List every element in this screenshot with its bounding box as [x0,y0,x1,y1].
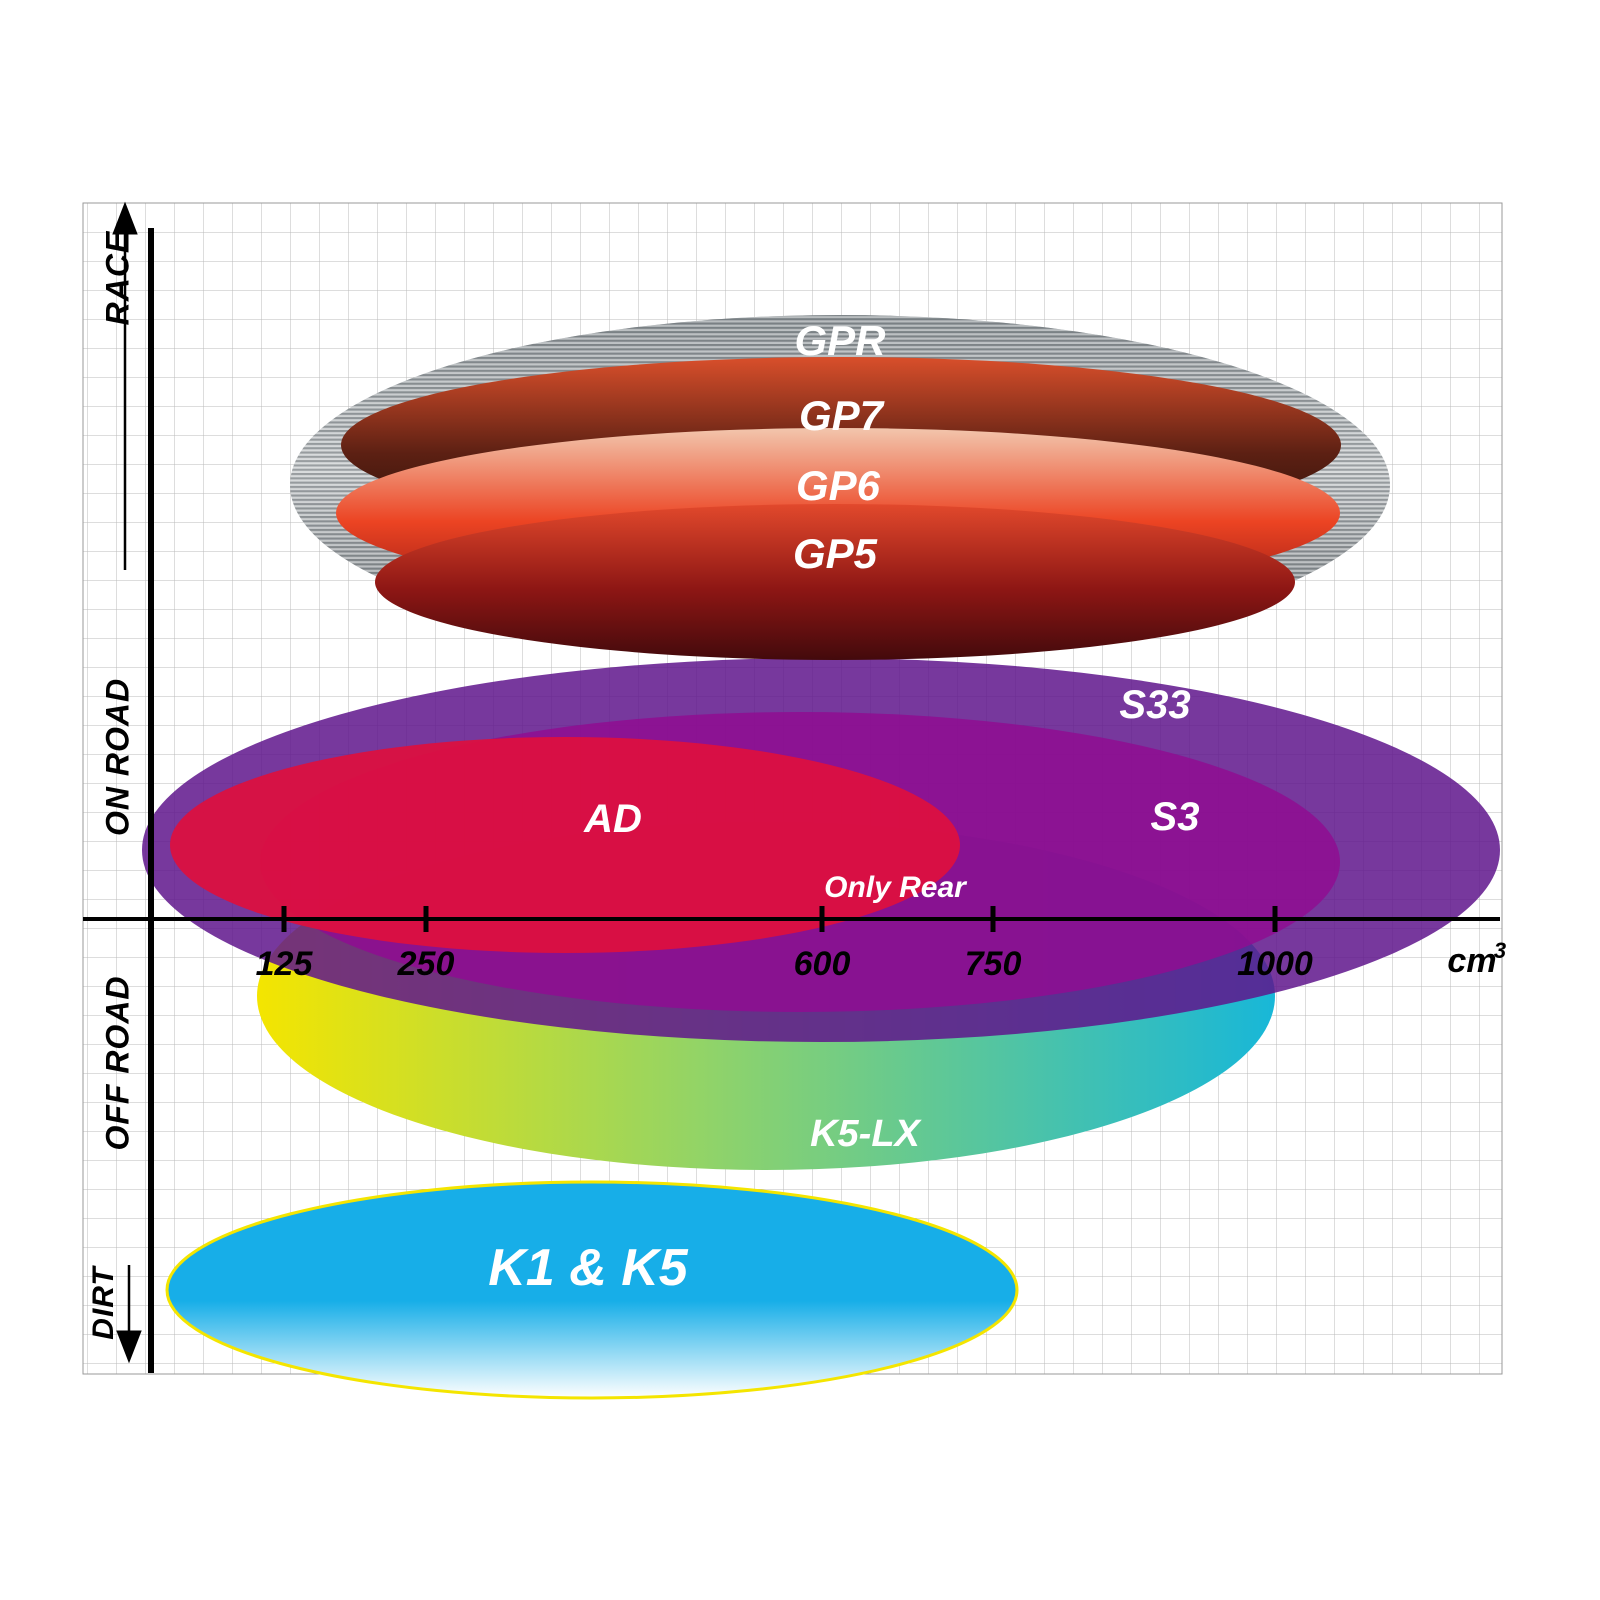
svg-text:S3: S3 [1151,795,1200,839]
svg-text:GPR: GPR [794,317,886,364]
svg-text:3: 3 [1494,938,1506,963]
svg-text:600: 600 [794,945,851,983]
svg-text:250: 250 [397,945,455,983]
svg-text:S33: S33 [1119,683,1190,727]
svg-text:K5-LX: K5-LX [810,1113,922,1155]
svg-text:GP6: GP6 [796,462,881,509]
svg-text:750: 750 [965,945,1022,983]
svg-text:Only Rear: Only Rear [824,871,968,904]
svg-text:125: 125 [256,945,314,983]
svg-text:GP5: GP5 [793,530,878,577]
svg-text:AD: AD [583,797,642,841]
svg-text:GP7: GP7 [799,392,885,439]
svg-text:1000: 1000 [1237,945,1313,983]
svg-text:cm: cm [1447,942,1496,980]
svg-text:K1 & K5: K1 & K5 [488,1239,688,1297]
